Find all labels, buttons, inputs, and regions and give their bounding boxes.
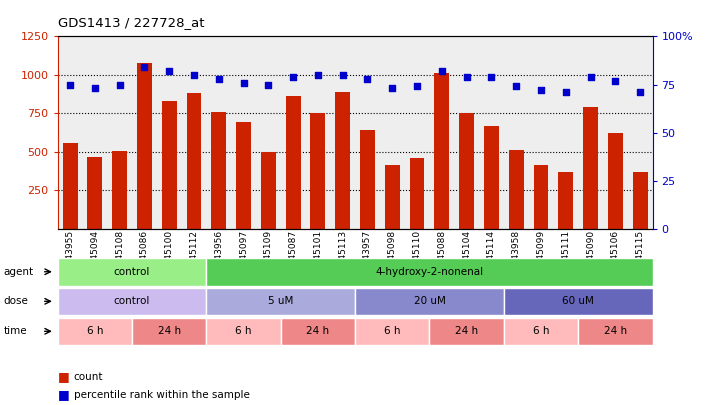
Bar <box>360 130 375 229</box>
Text: 4-hydroxy-2-nonenal: 4-hydroxy-2-nonenal <box>376 267 484 277</box>
Point <box>461 74 472 80</box>
Bar <box>633 172 647 229</box>
Text: dose: dose <box>4 296 29 306</box>
Point <box>386 85 398 92</box>
Point <box>510 83 522 90</box>
Point <box>238 79 249 86</box>
Bar <box>534 165 549 229</box>
Text: count: count <box>74 372 103 382</box>
Bar <box>410 158 425 229</box>
Bar <box>583 107 598 229</box>
Text: control: control <box>114 296 150 306</box>
Text: GDS1413 / 227728_at: GDS1413 / 227728_at <box>58 16 204 29</box>
Text: 5 uM: 5 uM <box>268 296 293 306</box>
Point <box>138 64 150 70</box>
Bar <box>558 172 573 229</box>
Point <box>585 74 596 80</box>
Bar <box>137 63 152 229</box>
Point <box>560 89 572 96</box>
Text: ■: ■ <box>58 370 69 383</box>
Bar <box>608 133 623 229</box>
Text: control: control <box>114 267 150 277</box>
Point <box>411 83 423 90</box>
Text: 24 h: 24 h <box>306 326 329 336</box>
Bar <box>335 92 350 229</box>
Bar <box>286 96 301 229</box>
Point <box>64 81 76 88</box>
Bar <box>385 165 399 229</box>
Point <box>337 72 348 78</box>
Text: 20 uM: 20 uM <box>414 296 446 306</box>
Point <box>312 72 324 78</box>
Bar <box>459 113 474 229</box>
Bar <box>63 143 78 229</box>
Bar <box>211 112 226 229</box>
Text: 6 h: 6 h <box>384 326 401 336</box>
Text: 24 h: 24 h <box>158 326 181 336</box>
Text: percentile rank within the sample: percentile rank within the sample <box>74 390 249 400</box>
Point <box>262 81 274 88</box>
Text: agent: agent <box>4 267 34 277</box>
Bar <box>484 126 499 229</box>
Point <box>288 74 299 80</box>
Bar <box>261 152 276 229</box>
Bar <box>162 101 177 229</box>
Point <box>164 68 175 75</box>
Text: 6 h: 6 h <box>87 326 103 336</box>
Text: 24 h: 24 h <box>455 326 478 336</box>
Bar <box>434 73 449 229</box>
Point <box>609 77 621 84</box>
Text: ■: ■ <box>58 388 69 401</box>
Bar <box>236 122 251 229</box>
Point <box>114 81 125 88</box>
Text: 6 h: 6 h <box>235 326 252 336</box>
Point <box>634 89 646 96</box>
Point <box>486 74 497 80</box>
Bar <box>187 94 201 229</box>
Point <box>535 87 547 94</box>
Bar <box>509 150 523 229</box>
Text: 60 uM: 60 uM <box>562 296 594 306</box>
Bar <box>87 157 102 229</box>
Point <box>188 72 200 78</box>
Text: 6 h: 6 h <box>533 326 549 336</box>
Bar <box>112 151 127 229</box>
Point <box>436 68 448 75</box>
Point <box>89 85 101 92</box>
Point <box>213 76 224 82</box>
Point <box>362 76 373 82</box>
Text: time: time <box>4 326 27 336</box>
Text: 24 h: 24 h <box>603 326 627 336</box>
Bar <box>311 113 325 229</box>
